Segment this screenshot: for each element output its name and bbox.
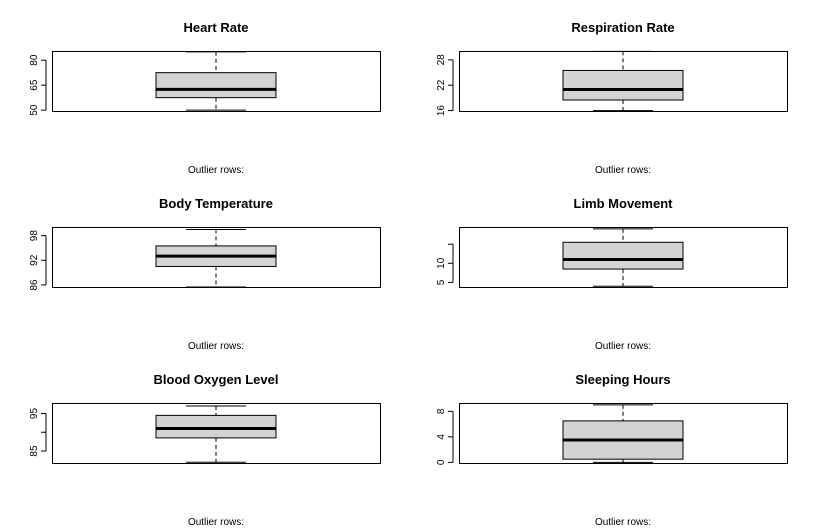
y-tick-label: 92 [29,254,40,266]
y-tick-label: 50 [29,104,40,116]
iqr-box [562,241,684,270]
iqr-box [155,72,277,99]
chart-title: Limb Movement [574,196,674,211]
outlier-rows-label: Outlier rows: [188,165,244,176]
panel-respiration-rate: Respiration Rate 16 22 28 Outlier rows: [436,20,788,176]
y-tick-label: 22 [436,79,447,91]
y-tick-label: 28 [436,54,447,66]
panel-blood-oxygen-level: Blood Oxygen Level 85 95 Outlier rows: [29,372,381,528]
outlier-rows-label: Outlier rows: [595,341,651,352]
y-tick-label: 5 [436,279,447,285]
iqr-box [562,69,684,101]
y-tick-label: 86 [29,279,40,291]
y-tick-label: 95 [29,408,40,420]
y-tick-label: 0 [436,459,447,465]
chart-title: Respiration Rate [571,20,674,35]
chart-title: Blood Oxygen Level [154,372,279,387]
y-tick-label: 16 [436,105,447,117]
iqr-box [155,414,277,439]
panel-limb-movement: Limb Movement 5 10 Outlier rows: [436,196,788,352]
y-tick-label: 85 [29,445,40,457]
y-tick-label: 8 [436,408,447,414]
panel-sleeping-hours: Sleeping Hours 0 4 8 Outlier rows: [436,372,788,528]
y-tick-label: 80 [29,54,40,66]
panel-body-temperature: Body Temperature 86 92 98 Outlier rows: [29,196,381,352]
panel-heart-rate: Heart Rate 50 65 80 Outlier rows: [29,20,381,176]
y-tick-label: 65 [29,79,40,91]
plot-frame [459,403,788,464]
outlier-rows-label: Outlier rows: [595,165,651,176]
plot-frame [459,227,788,288]
plot-frame [52,403,381,464]
chart-title: Heart Rate [183,20,248,35]
outlier-rows-label: Outlier rows: [595,517,651,528]
y-tick-label: 4 [436,434,447,440]
chart-title: Body Temperature [159,196,273,211]
chart-title: Sleeping Hours [575,372,670,387]
outlier-rows-label: Outlier rows: [188,341,244,352]
outlier-rows-label: Outlier rows: [188,517,244,528]
y-tick-label: 10 [436,257,447,269]
y-tick-label: 98 [29,230,40,242]
